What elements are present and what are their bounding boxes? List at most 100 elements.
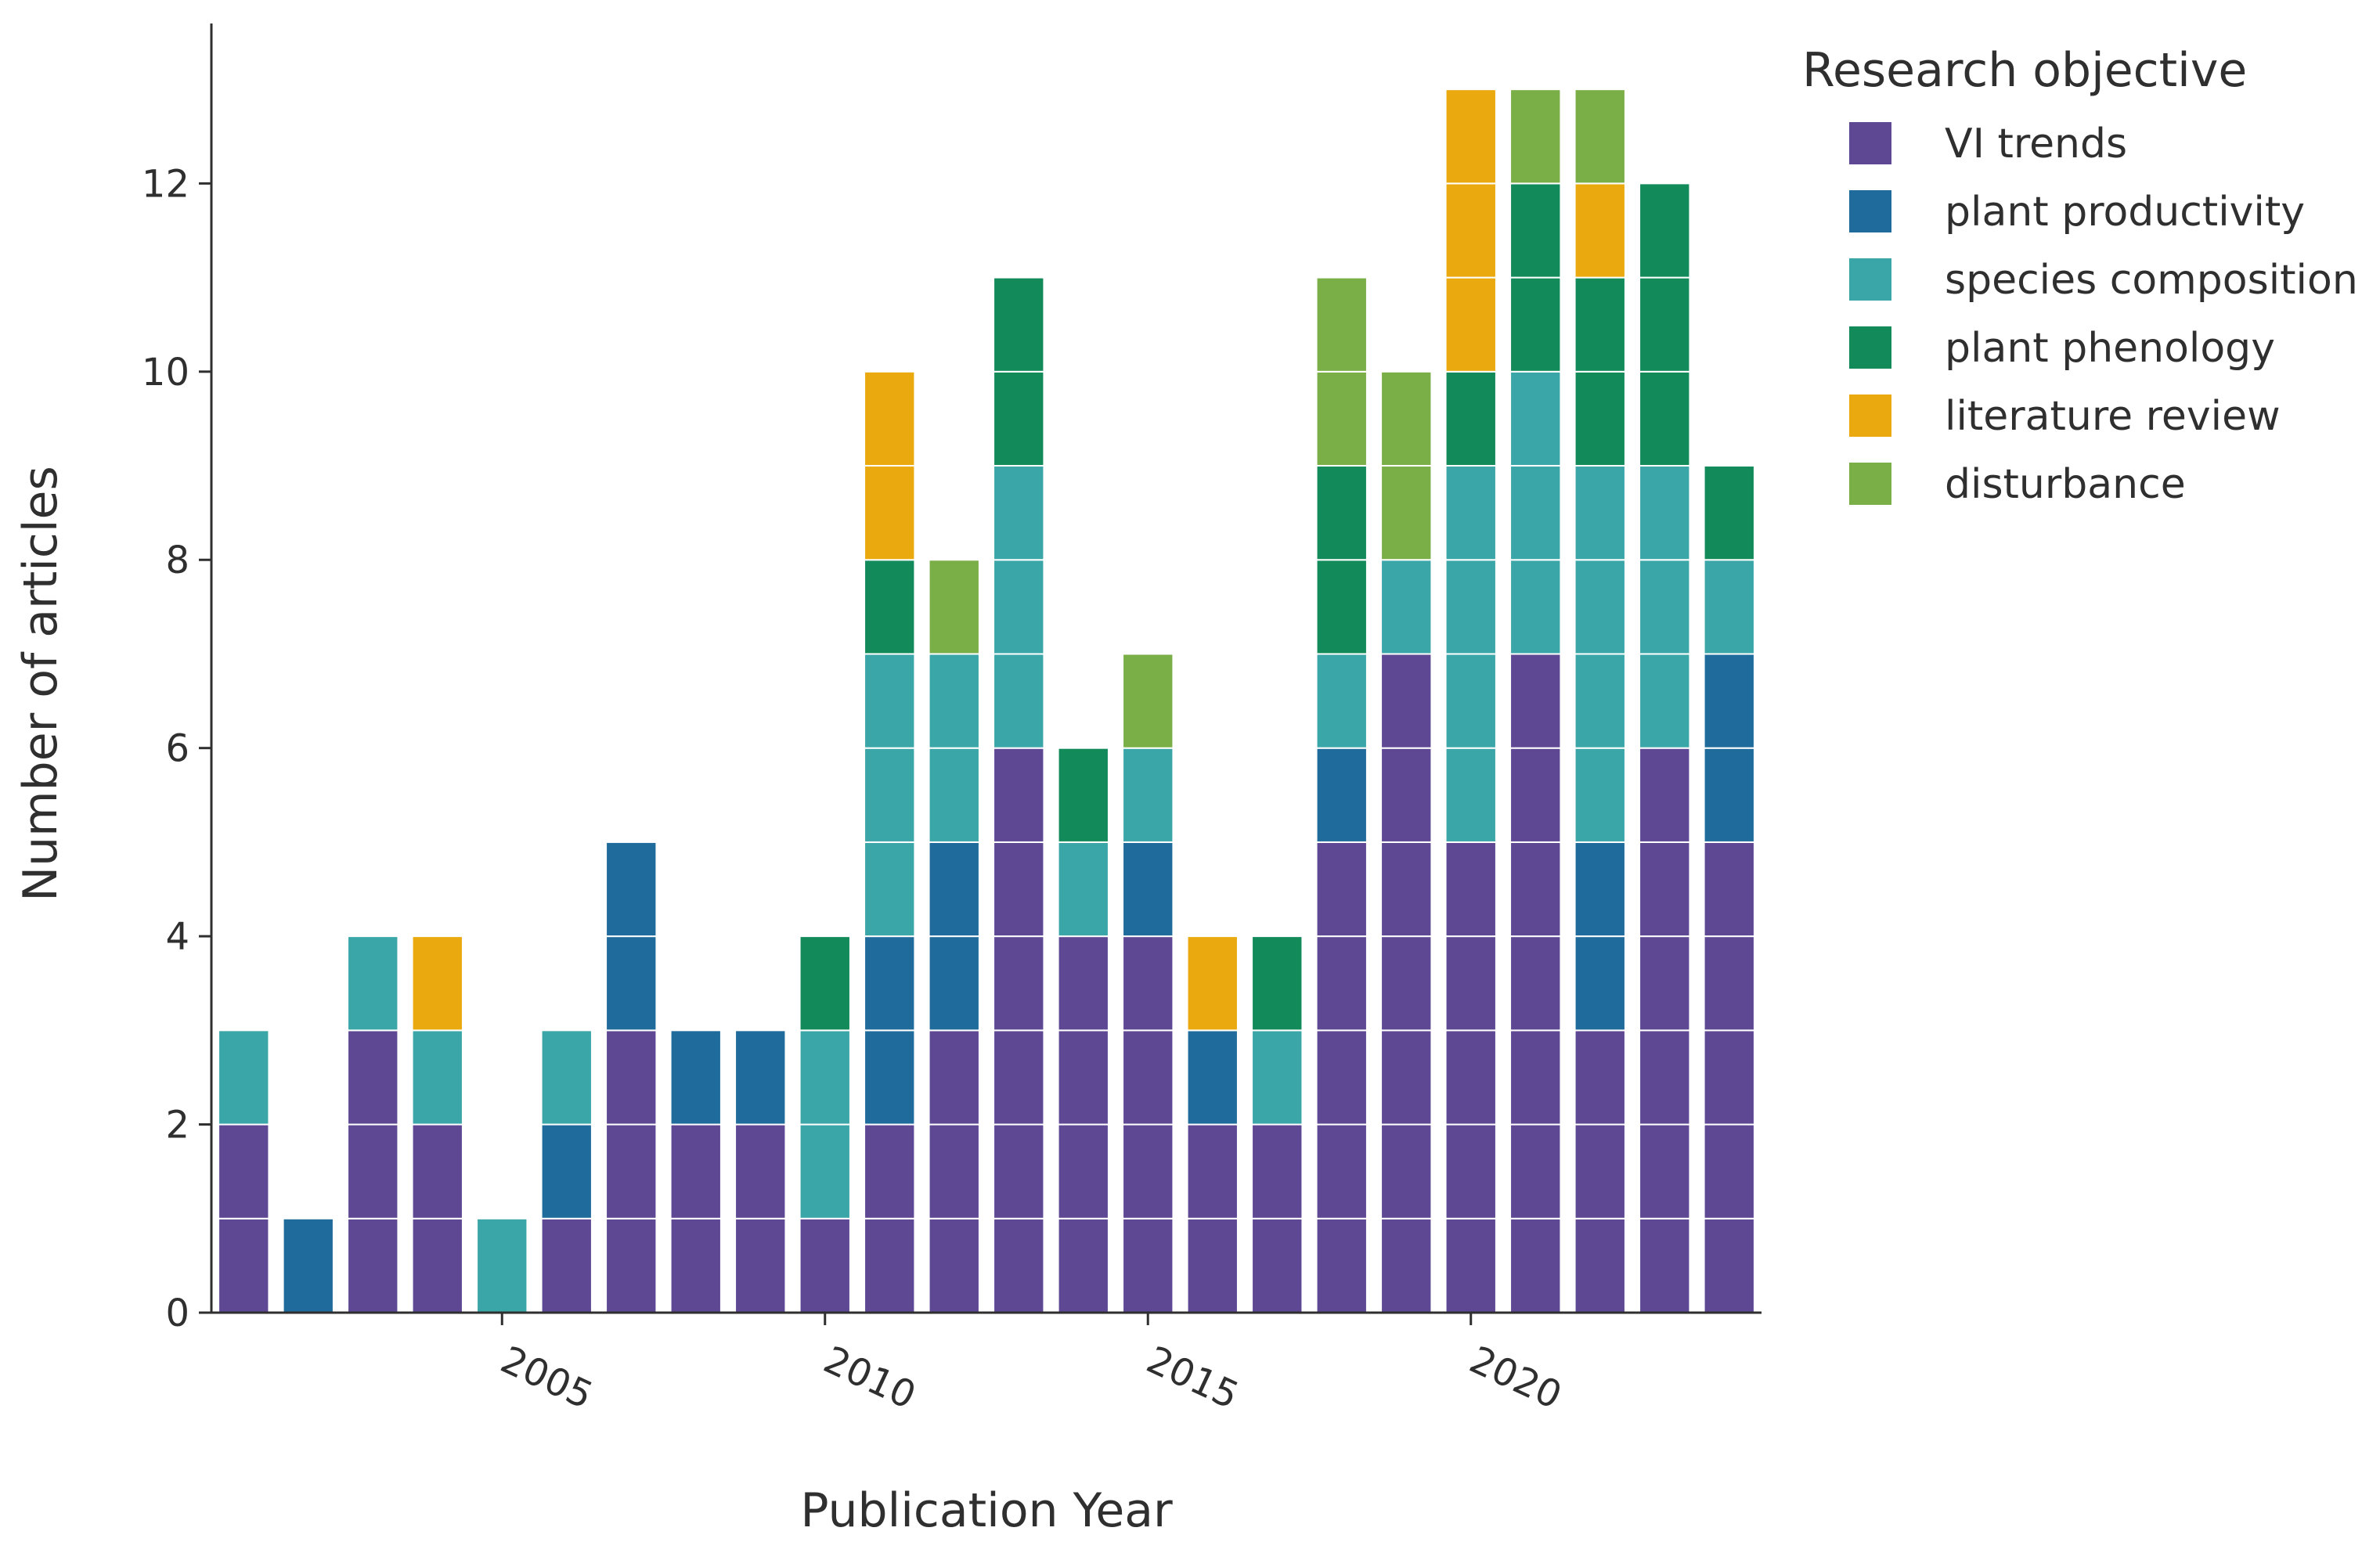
bar-2011-species-composition-1 bbox=[864, 841, 916, 938]
bar-2021-vi-trends-2 bbox=[1509, 1123, 1562, 1220]
bar-2015-vi-trends-2 bbox=[1122, 1123, 1174, 1220]
bar-2010-species-composition-2 bbox=[799, 1029, 851, 1126]
y-axis-ticks: 0 2 4 6 8 10 12 bbox=[142, 162, 211, 1335]
bar-2015-vi-trends-3 bbox=[1122, 1029, 1174, 1126]
legend-swatch-literature-review bbox=[1849, 395, 1891, 437]
bar-2014-species-composition-1 bbox=[1057, 841, 1109, 938]
legend-swatch-plant-phenology bbox=[1849, 326, 1891, 369]
bar-2021-species-composition-3 bbox=[1509, 370, 1562, 467]
y-tick-label-10: 10 bbox=[142, 351, 189, 395]
y-tick-label-0: 0 bbox=[165, 1292, 189, 1335]
legend-label-plant-phenology: plant phenology bbox=[1945, 325, 2275, 372]
bar-2010-species-composition-1 bbox=[799, 1123, 851, 1220]
bar-2012-plant-productivity-1 bbox=[928, 935, 980, 1032]
bar-2016-literature-review-1 bbox=[1186, 935, 1239, 1032]
x-tick-label-2005: 2005 bbox=[494, 1338, 599, 1418]
bar-2024-plant-productivity-2 bbox=[1703, 653, 1755, 749]
bar-2017-species-composition-1 bbox=[1251, 1029, 1304, 1126]
x-tick-label-2020: 2020 bbox=[1463, 1338, 1568, 1418]
bar-2002-plant-productivity-1 bbox=[282, 1217, 334, 1313]
bar-2011-vi-trends-2 bbox=[864, 1123, 916, 1220]
bar-2023-plant-phenology-1 bbox=[1639, 370, 1691, 467]
bar-2009-vi-trends-2 bbox=[734, 1123, 787, 1220]
bar-2004-vi-trends-2 bbox=[411, 1123, 463, 1220]
y-tick-label-4: 4 bbox=[165, 915, 189, 959]
bar-2011-literature-review-2 bbox=[864, 370, 916, 467]
bar-2022-disturbance-1 bbox=[1574, 88, 1626, 185]
bar-2012-disturbance-1 bbox=[928, 559, 980, 655]
bar-2018-plant-phenology-1 bbox=[1315, 559, 1368, 655]
bar-2021-vi-trends-6 bbox=[1509, 747, 1562, 843]
bar-2020-plant-phenology-1 bbox=[1444, 370, 1497, 467]
bar-2022-literature-review-1 bbox=[1574, 182, 1626, 279]
bar-2015-plant-productivity-1 bbox=[1122, 841, 1174, 938]
bar-2024-vi-trends-1 bbox=[1703, 1217, 1755, 1313]
bar-2008-vi-trends-2 bbox=[669, 1123, 722, 1220]
bar-2001-vi-trends-1 bbox=[218, 1217, 270, 1313]
bar-2010-plant-phenology-1 bbox=[799, 935, 851, 1032]
bar-2005-species-composition-1 bbox=[476, 1217, 528, 1313]
bar-2021-plant-phenology-2 bbox=[1509, 182, 1562, 279]
bar-2021-vi-trends-5 bbox=[1509, 841, 1562, 938]
bar-2021-disturbance-1 bbox=[1509, 88, 1562, 185]
bar-2021-plant-phenology-1 bbox=[1509, 276, 1562, 373]
bar-2021-species-composition-2 bbox=[1509, 465, 1562, 561]
bar-2020-vi-trends-4 bbox=[1444, 935, 1497, 1032]
bar-2008-vi-trends-1 bbox=[669, 1217, 722, 1313]
bar-2012-vi-trends-3 bbox=[928, 1029, 980, 1126]
bar-2014-vi-trends-2 bbox=[1057, 1123, 1109, 1220]
bar-2003-vi-trends-2 bbox=[347, 1123, 399, 1220]
bar-2014-vi-trends-1 bbox=[1057, 1217, 1109, 1313]
bar-2020-species-composition-1 bbox=[1444, 747, 1497, 843]
bar-2019-species-composition-1 bbox=[1380, 559, 1433, 655]
bar-2022-plant-productivity-1 bbox=[1574, 935, 1626, 1032]
bar-2020-literature-review-2 bbox=[1444, 182, 1497, 279]
bar-2019-vi-trends-3 bbox=[1380, 1029, 1433, 1126]
bar-2023-species-composition-2 bbox=[1639, 559, 1691, 655]
legend-swatch-plant-productivity bbox=[1849, 190, 1891, 232]
legend-label-vi-trends: VI trends bbox=[1945, 121, 2127, 168]
bar-2020-literature-review-3 bbox=[1444, 88, 1497, 185]
bar-2020-vi-trends-1 bbox=[1444, 1217, 1497, 1313]
bar-2020-vi-trends-5 bbox=[1444, 841, 1497, 938]
bar-2019-disturbance-1 bbox=[1380, 465, 1433, 561]
bar-2011-species-composition-2 bbox=[864, 747, 916, 843]
bar-2017-vi-trends-1 bbox=[1251, 1217, 1304, 1313]
bar-2006-vi-trends-1 bbox=[540, 1217, 593, 1313]
legend-title: Research objective bbox=[1802, 43, 2247, 98]
y-tick-label-2: 2 bbox=[165, 1104, 189, 1147]
bar-2018-vi-trends-2 bbox=[1315, 1123, 1368, 1220]
bar-2023-plant-phenology-3 bbox=[1639, 182, 1691, 279]
bar-2016-vi-trends-2 bbox=[1186, 1123, 1239, 1220]
x-axis-ticks: 2005 2010 2015 2020 bbox=[494, 1313, 1568, 1418]
bar-2023-plant-phenology-2 bbox=[1639, 276, 1691, 373]
bar-2012-vi-trends-2 bbox=[928, 1123, 980, 1220]
legend-label-disturbance: disturbance bbox=[1945, 461, 2186, 508]
bar-2014-plant-phenology-1 bbox=[1057, 747, 1109, 843]
bar-2011-plant-productivity-2 bbox=[864, 935, 916, 1032]
bar-2001-species-composition-1 bbox=[218, 1029, 270, 1126]
bar-2015-vi-trends-4 bbox=[1122, 935, 1174, 1032]
bar-2018-vi-trends-3 bbox=[1315, 1029, 1368, 1126]
bar-2022-species-composition-3 bbox=[1574, 559, 1626, 655]
bar-2007-plant-productivity-1 bbox=[605, 935, 658, 1032]
bar-2001-vi-trends-2 bbox=[218, 1123, 270, 1220]
bar-2007-plant-productivity-2 bbox=[605, 841, 658, 938]
legend: Research objective VI trends plant produc… bbox=[1802, 43, 2358, 508]
bar-2023-species-composition-3 bbox=[1639, 465, 1691, 561]
x-tick-label-2010: 2010 bbox=[817, 1338, 922, 1418]
legend-swatch-vi-trends bbox=[1849, 122, 1891, 164]
bar-2007-vi-trends-3 bbox=[605, 1029, 658, 1126]
bar-2013-vi-trends-6 bbox=[993, 747, 1045, 843]
bar-2013-vi-trends-5 bbox=[993, 841, 1045, 938]
bar-2006-plant-productivity-1 bbox=[540, 1123, 593, 1220]
bar-2019-vi-trends-2 bbox=[1380, 1123, 1433, 1220]
bar-2019-vi-trends-5 bbox=[1380, 841, 1433, 938]
bar-2022-species-composition-1 bbox=[1574, 747, 1626, 843]
bar-2018-species-composition-1 bbox=[1315, 653, 1368, 749]
bar-2024-vi-trends-4 bbox=[1703, 935, 1755, 1032]
bar-2017-plant-phenology-1 bbox=[1251, 935, 1304, 1032]
bar-2020-vi-trends-2 bbox=[1444, 1123, 1497, 1220]
bar-2024-species-composition-1 bbox=[1703, 559, 1755, 655]
bar-2013-species-composition-1 bbox=[993, 653, 1045, 749]
